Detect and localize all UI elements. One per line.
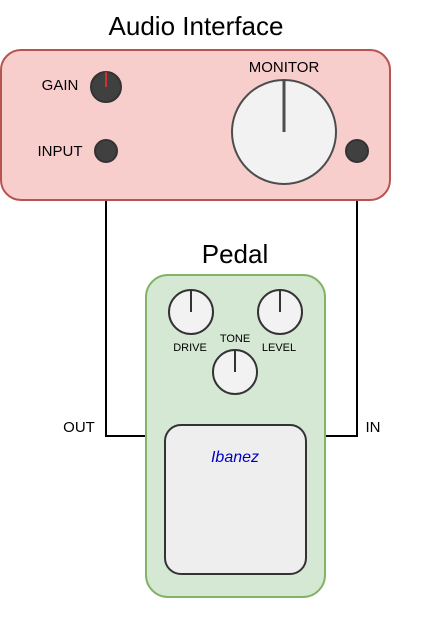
out-label: OUT bbox=[63, 419, 95, 436]
input-label: INPUT bbox=[38, 143, 83, 160]
gain-knob[interactable] bbox=[90, 71, 122, 103]
interface-title: Audio Interface bbox=[109, 11, 284, 41]
level-knob[interactable] bbox=[257, 289, 303, 335]
monitor-jack[interactable] bbox=[345, 139, 369, 163]
in-label: IN bbox=[366, 419, 381, 436]
tone-knob[interactable] bbox=[212, 349, 258, 395]
gain-label: GAIN bbox=[42, 77, 79, 94]
drive-label: DRIVE bbox=[173, 342, 207, 354]
footswitch[interactable] bbox=[164, 424, 307, 575]
input-jack[interactable] bbox=[94, 139, 118, 163]
cables bbox=[105, 151, 358, 437]
cable-monitor-to-pedal-in bbox=[323, 151, 358, 437]
brand-logo-text: Ibanez bbox=[211, 449, 259, 466]
drive-knob[interactable] bbox=[168, 289, 214, 335]
monitor-label: MONITOR bbox=[249, 59, 320, 76]
tone-label: TONE bbox=[220, 333, 250, 345]
level-label: LEVEL bbox=[262, 342, 296, 354]
monitor-knob[interactable] bbox=[231, 79, 337, 185]
cable-input-to-pedal-out bbox=[105, 151, 148, 437]
pedal-title: Pedal bbox=[202, 239, 269, 269]
